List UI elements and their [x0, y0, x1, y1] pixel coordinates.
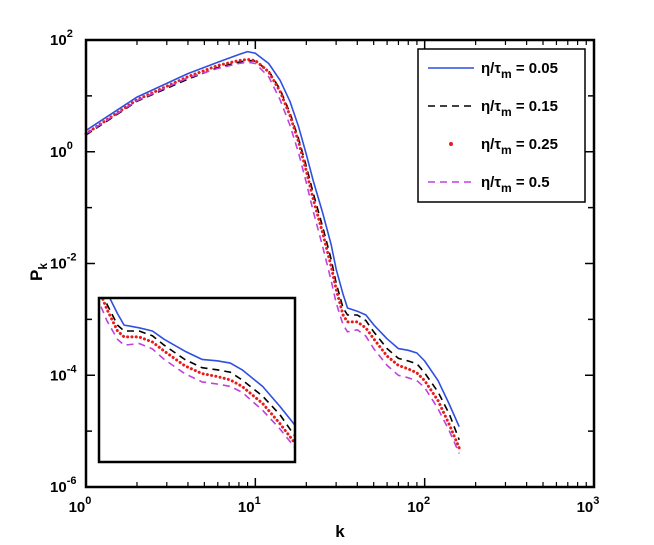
inset-background — [99, 298, 295, 462]
series-line-2 — [85, 59, 460, 441]
x-tick-label: 102 — [407, 495, 430, 516]
inset-series-line-4 — [99, 299, 295, 449]
series-layer — [84, 50, 461, 454]
legend-entry-3: η/τm = 0.25 — [449, 136, 558, 157]
y-tick-label: 10-4 — [50, 363, 77, 384]
y-tick-label: 10-2 — [50, 252, 76, 273]
legend: η/τm = 0.05 η/τm = 0.15 η/τm = 0.25 η/τm = … — [417, 48, 586, 203]
legend-label: η/τm = 0.15 — [481, 98, 558, 119]
inset — [97, 296, 297, 464]
y-axis-label: Pk — [27, 263, 50, 281]
series-line-4 — [85, 61, 460, 454]
series-line-1 — [85, 50, 460, 428]
x-axis-label: k — [335, 522, 345, 541]
series-line-3 — [84, 57, 461, 450]
inset-series-line-3 — [100, 298, 295, 445]
inset-series-layer — [99, 298, 295, 449]
legend-entry-1: η/τm = 0.05 — [428, 60, 558, 81]
y-tick-label: 100 — [50, 140, 73, 161]
legend-entry-2: η/τm = 0.15 — [428, 98, 558, 119]
x-tick-label: 101 — [238, 495, 261, 516]
inset-frame — [97, 296, 297, 464]
y-axis-label-sub: k — [36, 263, 50, 270]
legend-label: η/τm = 0.5 — [481, 174, 550, 195]
inset-series-line-1 — [108, 298, 295, 426]
x-tick-label: 103 — [577, 495, 600, 516]
legend-label: η/τm = 0.05 — [481, 60, 558, 81]
y-axis-label-base: P — [27, 270, 46, 281]
ticks-layer: 100 101 102 103 10-6 10-4 10-2 100 102 — [50, 28, 599, 516]
svg-text:Pk: Pk — [27, 263, 50, 281]
legend-box — [417, 48, 586, 203]
y-tick-label: 102 — [50, 28, 73, 49]
legend-entry-4: η/τm = 0.5 — [428, 174, 550, 195]
x-tick-label: 100 — [69, 495, 92, 516]
inset-series-line-2 — [103, 298, 295, 437]
y-tick-label: 10-6 — [50, 475, 76, 496]
legend-marker — [449, 142, 453, 146]
legend-entries: η/τm = 0.05 η/τm = 0.15 η/τm = 0.25 η/τm = … — [428, 60, 558, 195]
legend-label: η/τm = 0.25 — [481, 136, 558, 157]
